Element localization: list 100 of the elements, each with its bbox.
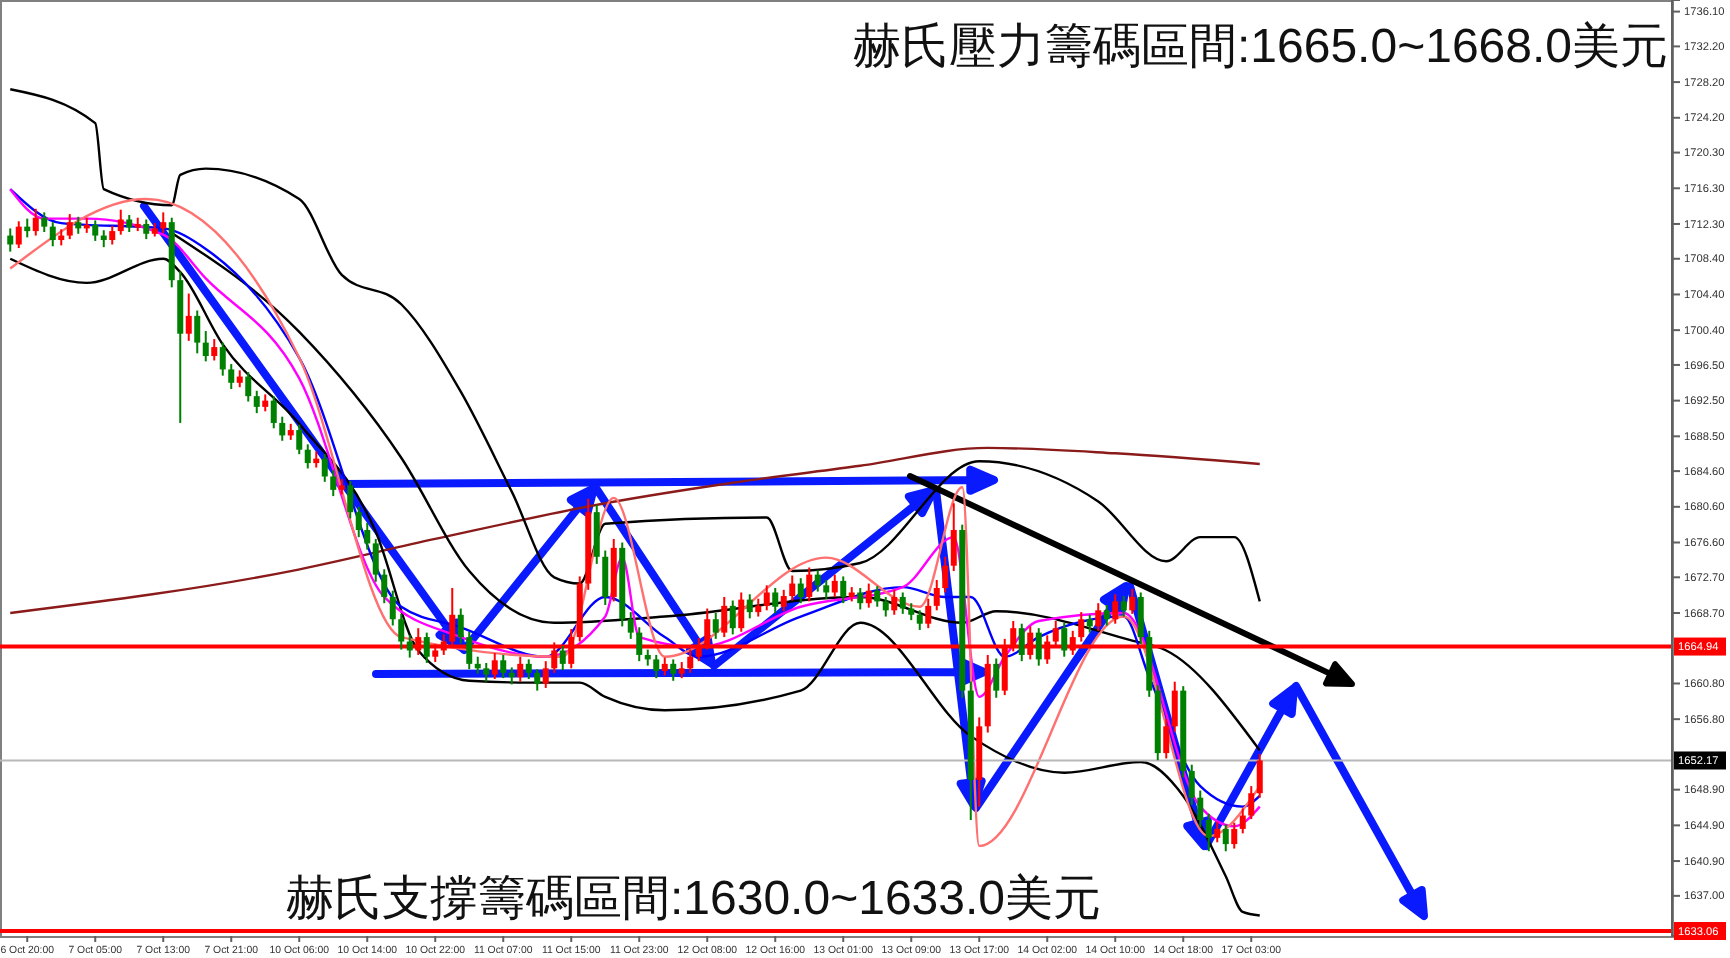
candlestick xyxy=(772,587,779,614)
candlestick xyxy=(1248,785,1255,821)
candlestick xyxy=(355,505,362,539)
candlestick xyxy=(1103,603,1110,627)
candlestick xyxy=(814,569,821,593)
annotation: 赫氏壓力籌碼區間:1665.0~1668.0美元 xyxy=(853,20,1668,74)
candlestick xyxy=(1163,718,1170,760)
candlestick xyxy=(993,657,1000,699)
candlestick xyxy=(372,537,379,583)
candlestick xyxy=(321,453,328,483)
candlestick xyxy=(466,630,473,671)
candlestick xyxy=(797,577,804,605)
candlestick xyxy=(1205,812,1212,853)
annotation: 赫氏支撐籌碼區間:1630.0~1633.0美元 xyxy=(286,872,1101,926)
candlestick xyxy=(840,575,847,605)
candlestick xyxy=(330,469,337,498)
candlestick xyxy=(534,668,541,692)
candlestick xyxy=(789,574,796,602)
candlestick xyxy=(831,573,838,598)
candlestick xyxy=(1231,821,1238,850)
candlestick xyxy=(738,591,745,633)
candlestick xyxy=(1112,593,1119,625)
candlestick xyxy=(559,645,566,672)
candlestick xyxy=(636,626,643,663)
candlestick xyxy=(304,443,311,470)
candlestick xyxy=(1120,595,1127,618)
candlestick xyxy=(41,211,48,233)
candlestick xyxy=(1188,763,1195,806)
candlestick xyxy=(857,587,864,611)
candlestick xyxy=(1035,627,1042,667)
candlestick xyxy=(874,585,881,608)
candlestick xyxy=(1129,587,1136,615)
candlestick xyxy=(1197,789,1204,829)
candlestick xyxy=(942,555,949,594)
candlestick xyxy=(950,502,957,573)
candlestick xyxy=(780,588,787,613)
candlestick xyxy=(66,213,73,241)
candlestick xyxy=(279,415,286,442)
candlestick xyxy=(602,549,609,606)
candlestick xyxy=(763,584,770,612)
candlestick xyxy=(517,655,524,683)
candlestick xyxy=(525,658,532,681)
line-series xyxy=(9,88,1261,603)
candlestick xyxy=(670,658,677,682)
candlestick xyxy=(389,589,396,627)
candlestick xyxy=(347,479,354,520)
candlestick xyxy=(92,219,99,242)
candlestick xyxy=(160,211,167,234)
candlestick xyxy=(823,578,830,600)
candlestick xyxy=(381,568,388,605)
candlestick xyxy=(712,612,719,640)
candlestick xyxy=(398,612,405,651)
candlestick xyxy=(1095,602,1102,632)
candlestick xyxy=(916,609,923,631)
candlestick xyxy=(1239,807,1246,835)
candlestick xyxy=(49,221,56,248)
candlestick xyxy=(270,395,277,430)
candlestick xyxy=(194,309,201,355)
candlestick xyxy=(364,521,371,551)
candlestick xyxy=(865,582,872,609)
candlestick xyxy=(219,341,226,377)
candlestick xyxy=(1061,621,1068,658)
candlestick xyxy=(253,389,260,415)
candlestick xyxy=(202,330,209,363)
candlestick xyxy=(1256,752,1263,799)
candlestick xyxy=(729,599,736,636)
candlestick xyxy=(891,588,898,616)
candlestick xyxy=(143,218,150,241)
candlestick xyxy=(899,591,906,615)
candlestick xyxy=(491,652,498,681)
candlestick xyxy=(1222,823,1229,853)
candlestick xyxy=(296,423,303,456)
candlestick xyxy=(1214,820,1221,844)
candlestick xyxy=(882,595,889,618)
candlestick xyxy=(483,661,490,683)
candlestick xyxy=(32,207,39,237)
candlestick xyxy=(500,653,507,680)
candlestick xyxy=(933,578,940,612)
candlestick xyxy=(245,371,252,403)
candlestick xyxy=(721,595,728,639)
candlestick xyxy=(806,566,813,603)
candlestick xyxy=(1137,591,1144,646)
candlestick xyxy=(15,220,22,250)
candlestick xyxy=(185,292,192,342)
candlestick xyxy=(627,611,634,640)
candlestick xyxy=(542,660,549,689)
line-series xyxy=(9,257,1261,917)
candlestick xyxy=(653,653,660,680)
candlestick xyxy=(925,597,932,630)
candlestick xyxy=(211,338,218,362)
candlestick xyxy=(117,208,124,236)
candlestick xyxy=(457,607,464,645)
candlestick xyxy=(593,504,600,565)
candlestick xyxy=(228,363,235,391)
candlestick xyxy=(746,593,753,620)
candlestick xyxy=(109,224,116,246)
candlestick xyxy=(1018,622,1025,663)
line-series xyxy=(9,446,1261,615)
candlestick xyxy=(1171,680,1178,733)
candlestick xyxy=(423,631,430,664)
